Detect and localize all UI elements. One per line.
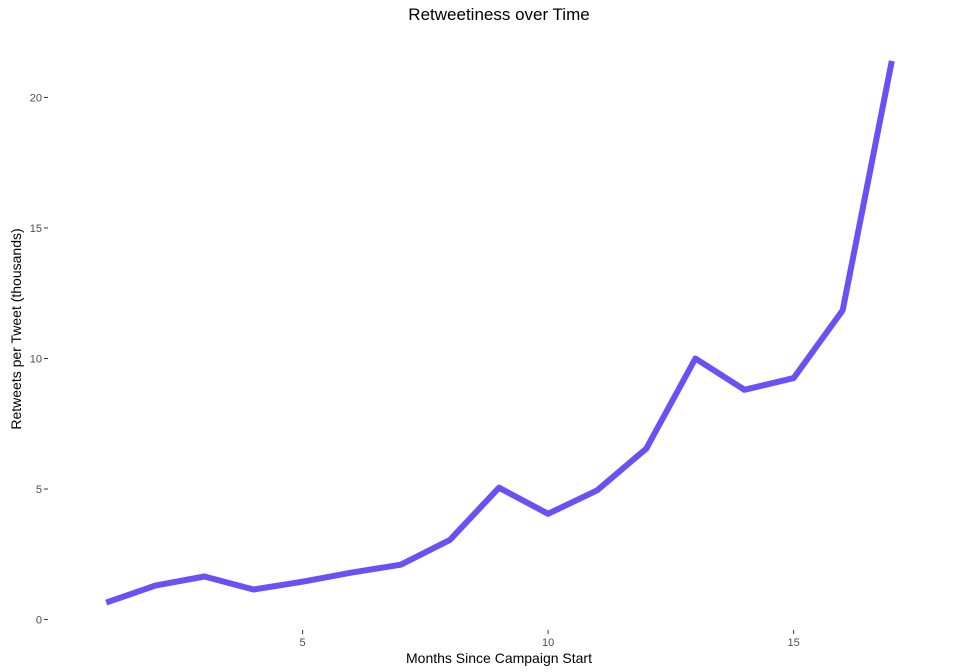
y-axis: 0 5 10 15 20 xyxy=(30,92,48,627)
data-point xyxy=(840,307,846,313)
data-point xyxy=(103,600,109,606)
x-tick-label: 10 xyxy=(542,637,554,649)
data-point xyxy=(250,587,256,593)
y-axis-label: Retweets per Tweet (thousands) xyxy=(8,228,24,429)
series-line xyxy=(105,60,895,606)
data-point xyxy=(349,570,355,576)
x-axis: 5 10 15 xyxy=(300,630,800,649)
y-tick-label: 5 xyxy=(36,484,42,496)
data-point xyxy=(201,573,207,579)
data-point xyxy=(889,58,895,64)
data-point xyxy=(398,562,404,568)
data-point xyxy=(447,537,453,543)
data-point xyxy=(152,583,158,589)
x-tick-label: 5 xyxy=(300,637,306,649)
y-tick-label: 0 xyxy=(36,615,42,627)
data-point xyxy=(594,487,600,493)
chart-title: Retweetiness over Time xyxy=(408,5,589,24)
data-point xyxy=(545,511,551,517)
data-point xyxy=(643,446,649,452)
x-tick-label: 15 xyxy=(787,637,799,649)
data-point xyxy=(742,387,748,393)
y-tick-label: 20 xyxy=(30,92,42,104)
x-axis-label: Months Since Campaign Start xyxy=(406,650,592,666)
data-point xyxy=(692,355,698,361)
data-point xyxy=(496,485,502,491)
y-tick-label: 10 xyxy=(30,353,42,365)
data-point xyxy=(300,579,306,585)
plot-area xyxy=(103,58,895,606)
y-tick-label: 15 xyxy=(30,223,42,235)
data-point xyxy=(791,375,797,381)
